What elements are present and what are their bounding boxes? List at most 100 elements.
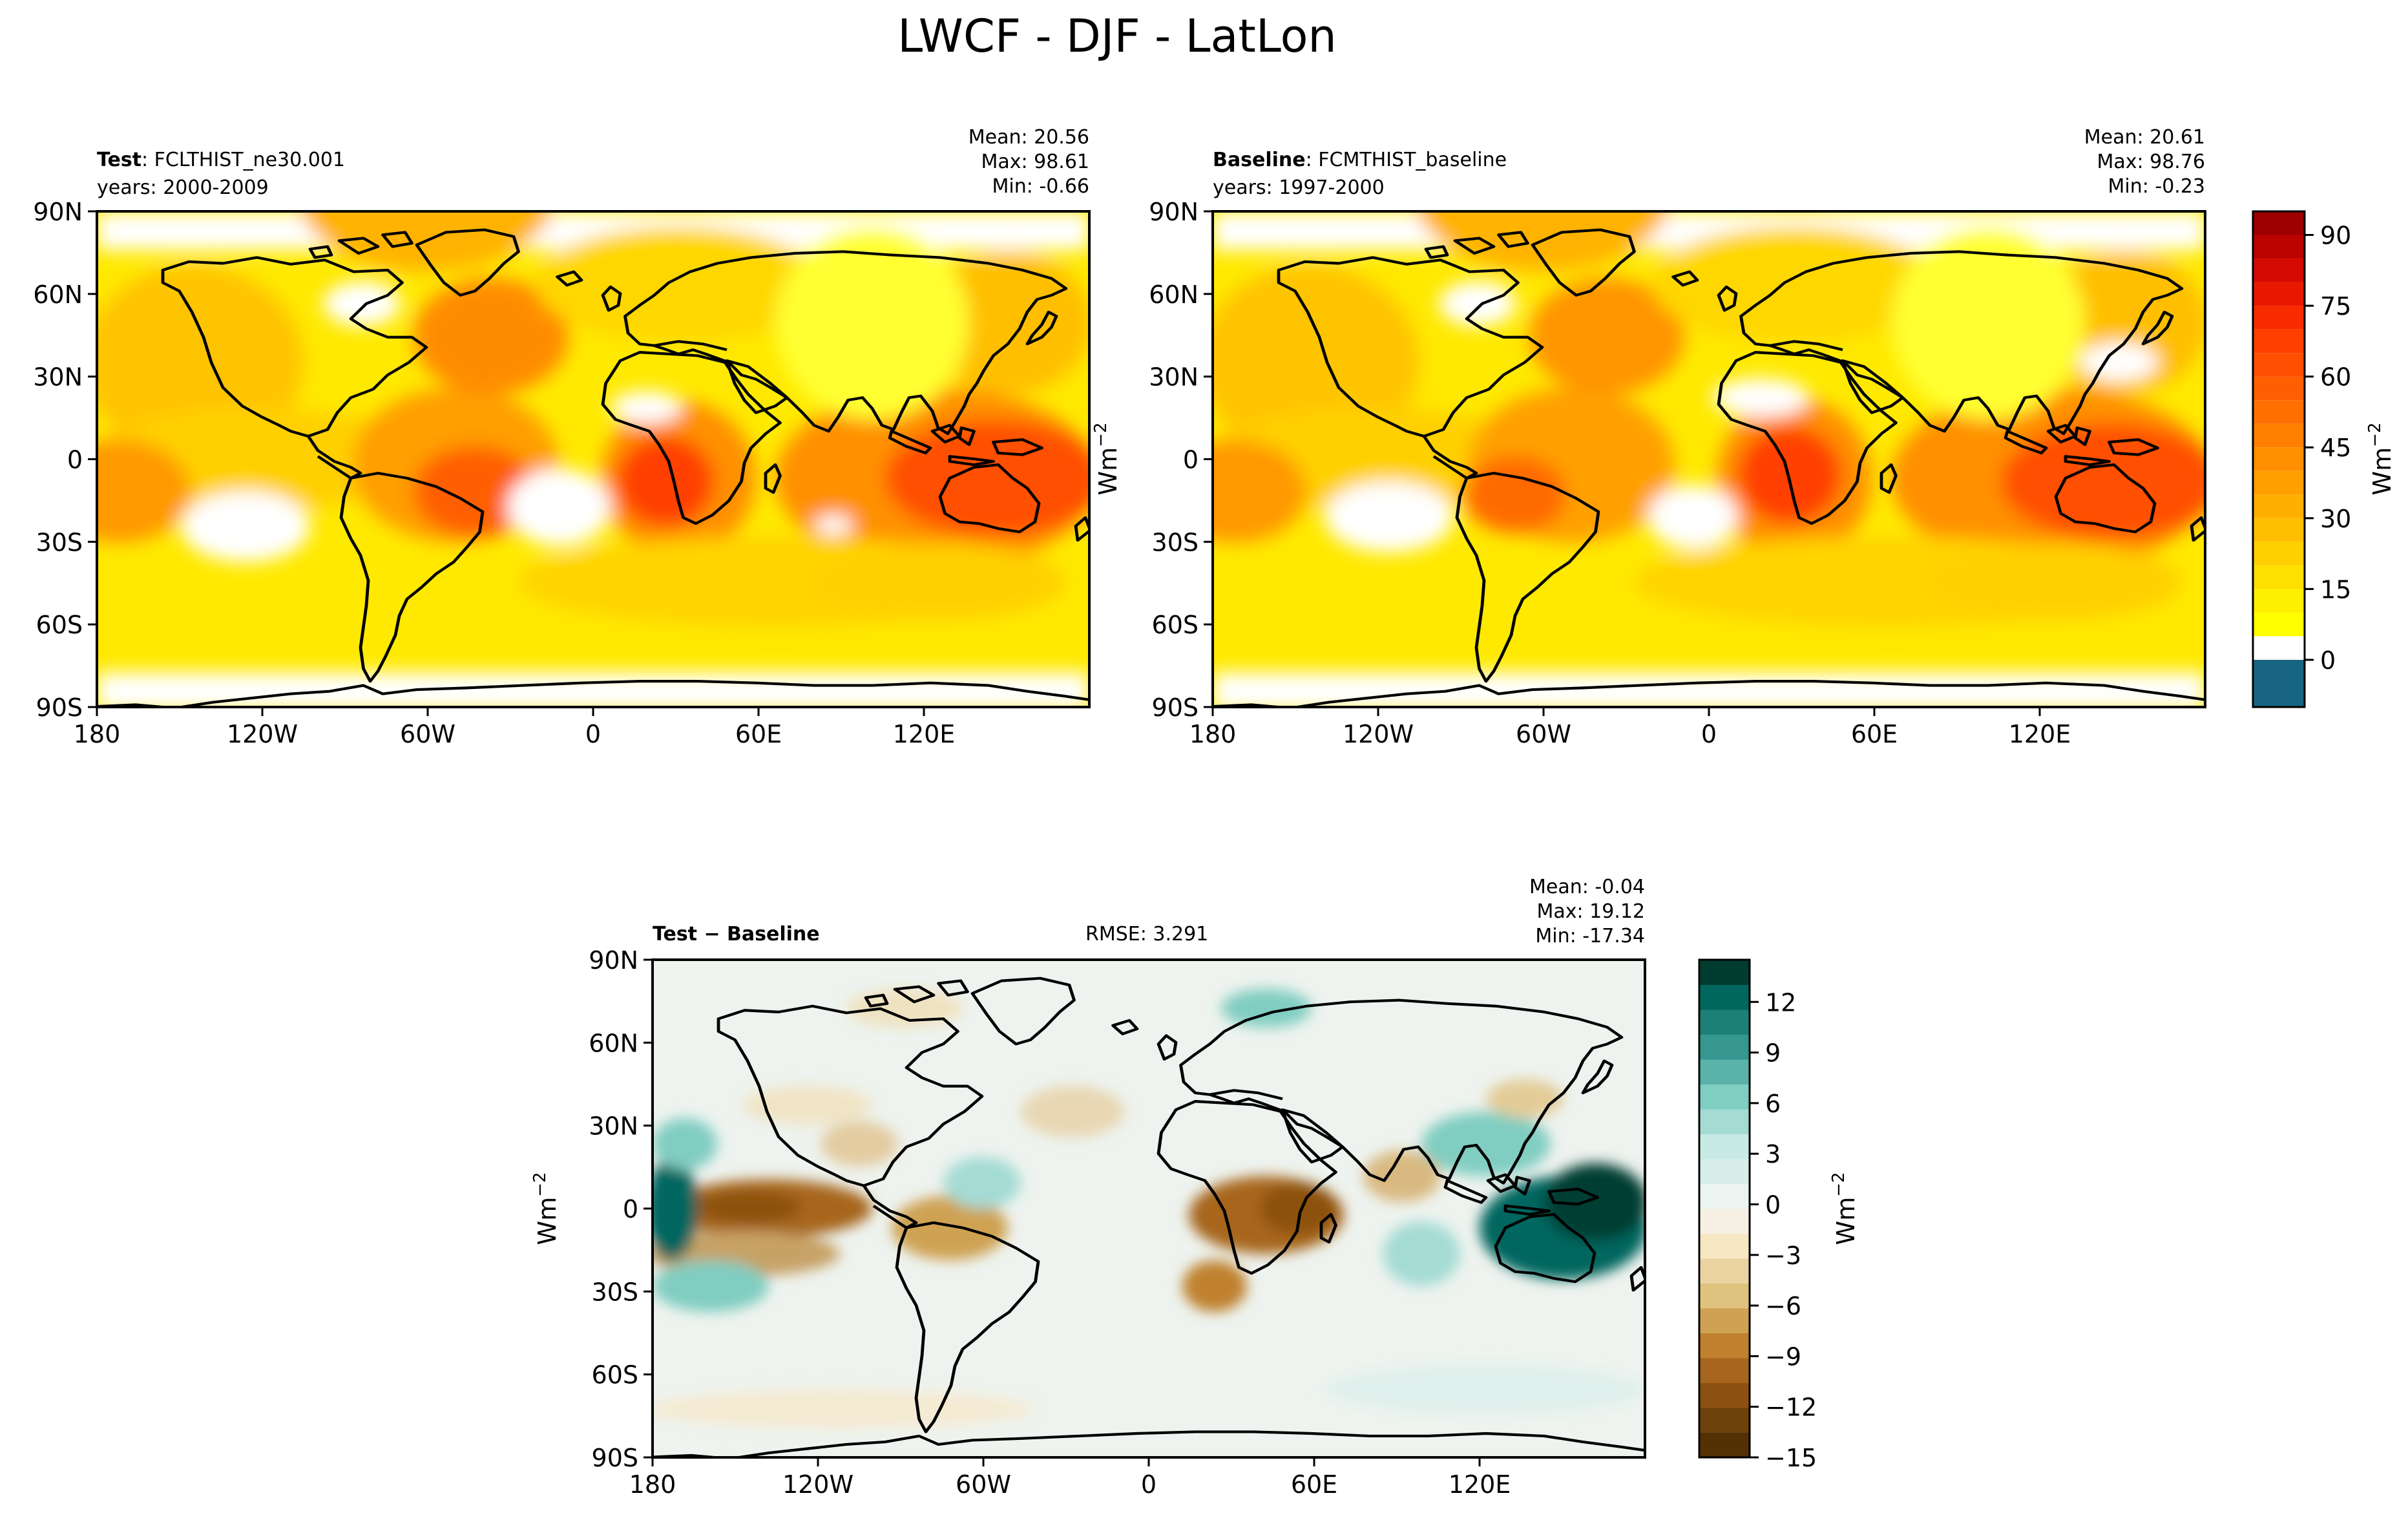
x-tick-label: 180 [1189, 720, 1237, 748]
colorbar-segment [1699, 1283, 1750, 1309]
y-tick-label: 30N [33, 363, 83, 392]
colorbar-diff-label-exp: −2 [1829, 1172, 1848, 1197]
colorbar-segment [1699, 1159, 1750, 1184]
y-tick-label: 90S [1152, 693, 1199, 722]
colorbar-tick-label: 0 [2320, 646, 2336, 675]
colorbar-segment [1699, 1233, 1750, 1259]
x-tick-label: 120E [893, 720, 956, 748]
colorbar-diff-ticks: −15 −12 −9 −6 −3 0 3 6 9 12 [1750, 988, 1817, 1472]
colorbar-diff-segments [1699, 960, 1750, 1458]
y-tick-label: 60S [592, 1361, 638, 1390]
panel-baseline-mean: Mean: 20.61 [2084, 126, 2205, 149]
panel-baseline-title-rest: : FCMTHIST_baseline [1306, 149, 1507, 171]
panel-test-xticks: 180 120W 60W 0 60E 120E [74, 707, 956, 748]
x-tick-label: 120W [227, 720, 298, 748]
panel-diff-yticks: 90N 60N 30N 0 30S 60S 90S [589, 946, 653, 1472]
colorbar-tick-label: 15 [2320, 575, 2351, 604]
panel-test-units: Wm [1094, 447, 1122, 496]
x-tick-label: 180 [629, 1470, 676, 1499]
colorbar-segment [1699, 1432, 1750, 1458]
colorbar-top-label-units: Wm [2368, 447, 2396, 496]
colorbar-tick-label: 45 [2320, 434, 2351, 462]
panel-test-title-rest: : FCLTHIST_ne30.001 [141, 149, 345, 171]
panel-baseline-map [1213, 211, 2205, 707]
x-tick-label: 120E [1449, 1470, 1511, 1499]
colorbar-segment [1699, 1258, 1750, 1284]
y-tick-label: 90S [36, 693, 83, 722]
x-tick-label: 120E [2009, 720, 2071, 748]
colorbar-segment [2253, 423, 2305, 448]
colorbar-segment [2253, 542, 2305, 565]
colorbar-segment [1699, 1209, 1750, 1234]
panel-baseline-yticks: 90N 60N 30N 0 30S 60S 90S [1149, 198, 1213, 722]
colorbar-segment [2253, 659, 2305, 707]
panel-baseline-min: Min: -0.23 [2108, 175, 2206, 198]
colorbar-segment [1699, 1134, 1750, 1159]
colorbar-segment [2253, 518, 2305, 542]
colorbar-tick-label: 30 [2320, 505, 2351, 533]
panel-test-yticks: 90N 60N 30N 0 30S 60S 90S [33, 198, 97, 722]
x-tick-label: 120W [1343, 720, 1414, 748]
colorbar-tick-label: −6 [1765, 1292, 1801, 1320]
panel-diff-map [653, 960, 1645, 1457]
colorbar-segment [2253, 329, 2305, 354]
panel-diff-units-exp: −2 [530, 1172, 550, 1197]
panel-baseline-max: Max: 98.76 [2097, 151, 2205, 173]
x-tick-label: 120W [782, 1470, 853, 1499]
colorbar-segment [2253, 306, 2305, 330]
panel-diff: Test − Baseline RMSE: 3.291 Mean: -0.04 … [530, 876, 1646, 1499]
colorbar-segment [1699, 1308, 1750, 1333]
colorbar-diff-label: Wm−2 [1829, 1172, 1860, 1245]
y-tick-label: 90N [33, 198, 83, 226]
x-tick-label: 180 [74, 720, 121, 748]
colorbar-segment [2253, 565, 2305, 589]
colorbar-tick-label: 75 [2320, 292, 2351, 321]
colorbar-segment [2253, 494, 2305, 518]
colorbar-segment [2253, 470, 2305, 495]
y-tick-label: 0 [67, 446, 83, 474]
colorbar-top-ticks: 0 15 30 45 60 75 90 [2305, 222, 2351, 675]
colorbar-diff-frame [1698, 958, 1751, 1459]
colorbar-diff-label-units: Wm [1832, 1197, 1860, 1245]
panel-test-mean: Mean: 20.56 [968, 126, 1089, 149]
panel-diff-units: Wm [533, 1197, 561, 1245]
panel-diff-units-label: Wm−2 [530, 1172, 561, 1245]
colorbar-segment [1699, 1382, 1750, 1408]
y-tick-label: 60N [33, 280, 83, 309]
x-tick-label: 0 [1701, 720, 1717, 748]
colorbar-segment [1699, 984, 1750, 1010]
colorbar-top-frame [2252, 210, 2306, 708]
y-tick-label: 60S [1152, 611, 1199, 639]
panel-test-min: Min: -0.66 [992, 175, 1090, 198]
colorbar-tick-label: 3 [1765, 1140, 1781, 1168]
colorbar-tick-label: 60 [2320, 363, 2351, 392]
colorbar-segment [2253, 589, 2305, 613]
colorbar-segment [1699, 1408, 1750, 1433]
colorbar-segment [2253, 282, 2305, 306]
colorbar-diff: −15 −12 −9 −6 −3 0 3 6 9 12 Wm−2 [1698, 958, 1860, 1472]
colorbar-segment [1699, 1358, 1750, 1383]
colorbar-top-segments [2253, 211, 2305, 707]
colorbar-tick-label: −15 [1765, 1444, 1817, 1472]
panel-baseline-title-bold: Baseline [1213, 149, 1306, 171]
y-tick-label: 30N [1149, 363, 1199, 392]
colorbar-tick-label: −12 [1765, 1393, 1817, 1422]
panel-diff-rmse: RMSE: 3.291 [1085, 923, 1208, 946]
x-tick-label: 60W [956, 1470, 1011, 1499]
panel-diff-max: Max: 19.12 [1536, 900, 1645, 923]
colorbar-tick-label: −9 [1765, 1342, 1801, 1371]
panel-test-map [97, 211, 1089, 707]
colorbar-top-label: Wm−2 [2365, 423, 2396, 496]
panel-baseline-title: Baseline: FCMTHIST_baseline [1213, 149, 1507, 171]
colorbar-segment [1699, 960, 1750, 985]
y-tick-label: 60S [36, 611, 83, 639]
panel-diff-mean: Mean: -0.04 [1529, 876, 1645, 898]
figure-title: LWCF - DJF - LatLon [897, 10, 1337, 63]
panel-test-units-label: Wm−2 [1091, 423, 1122, 496]
y-tick-label: 60N [589, 1029, 638, 1057]
y-tick-label: 90N [1149, 198, 1199, 226]
colorbar-tick-label: −3 [1765, 1242, 1801, 1270]
colorbar-segment [2253, 400, 2305, 424]
y-tick-label: 30S [1152, 528, 1199, 556]
panel-baseline-xticks: 180 120W 60W 0 60E 120E [1189, 707, 2071, 748]
